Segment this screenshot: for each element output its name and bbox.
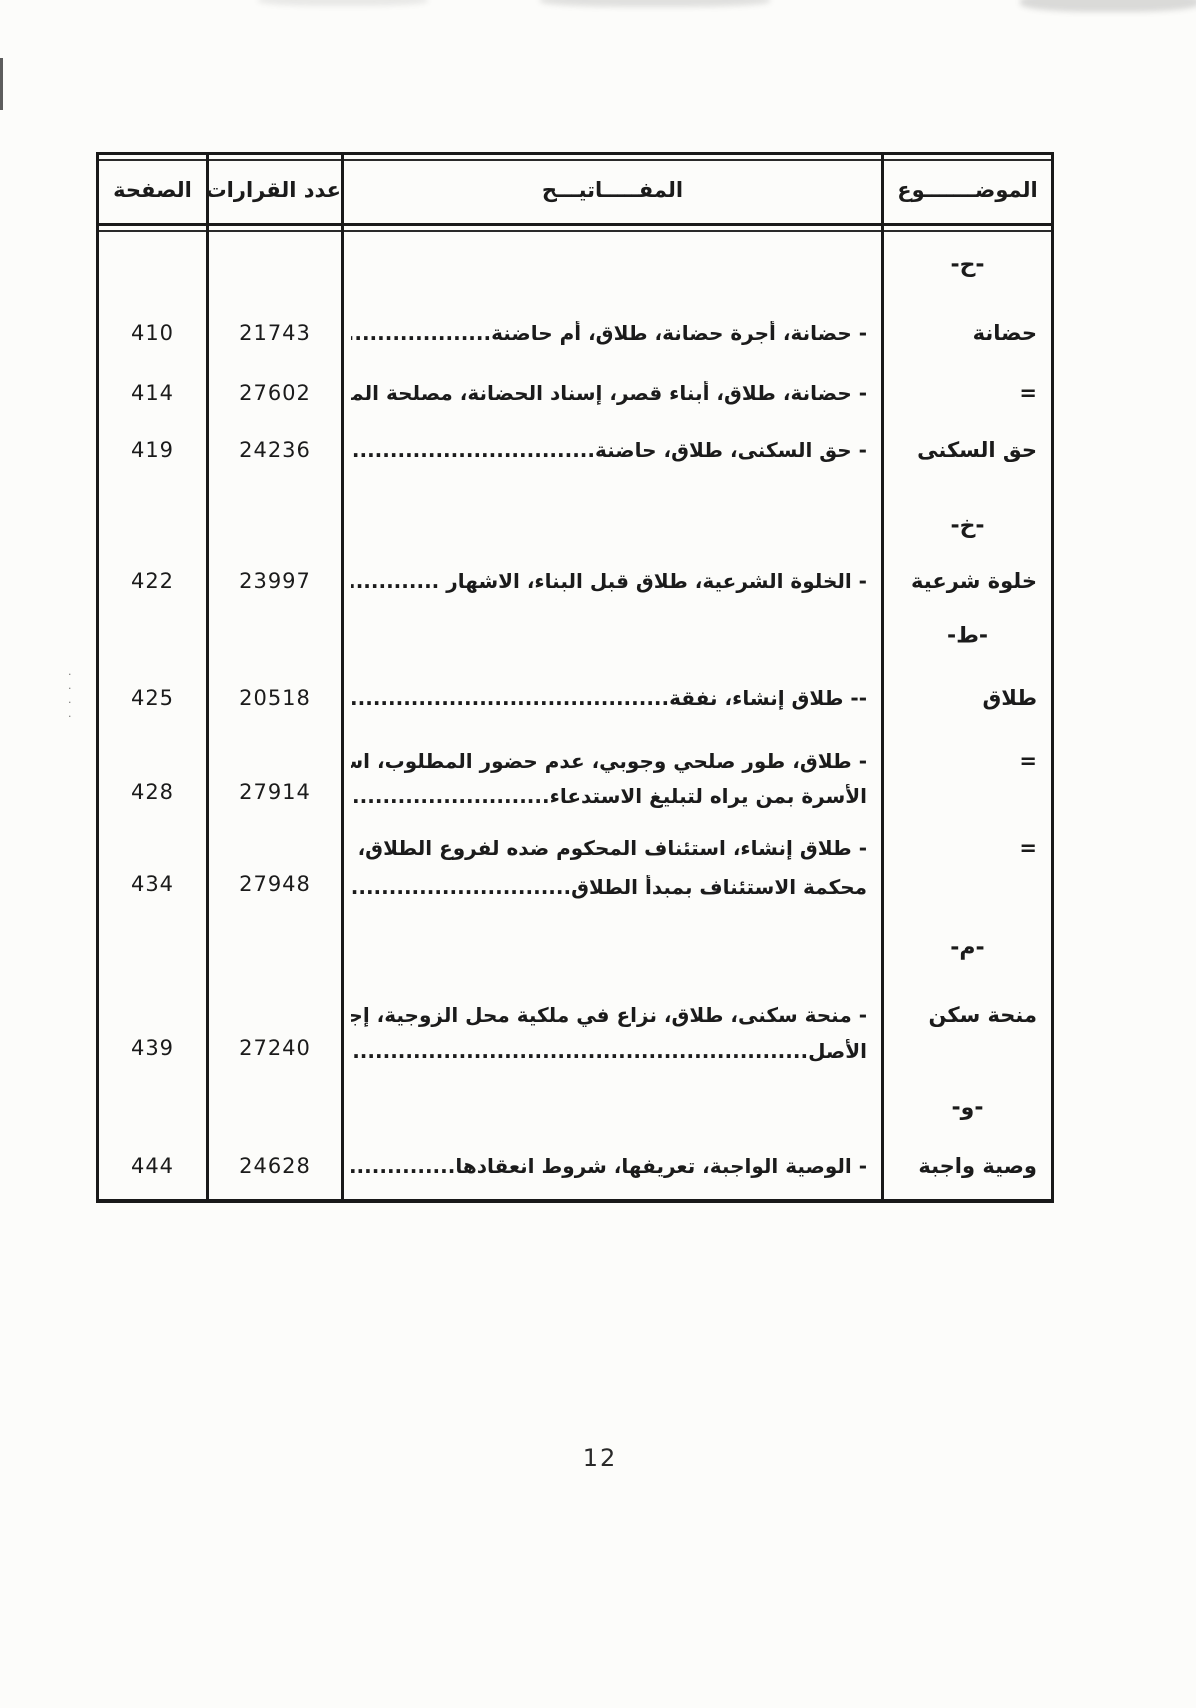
scan-artifact: · · · · [68,668,72,723]
decisions-cell: 27948 [239,872,311,896]
keys-cell: الأسرة بمن يراه لتبليغ الاستدعاء........… [351,784,867,808]
page-cell: 410 [130,321,175,345]
header-subject-column: الموضـــــــوع [897,178,1038,202]
keys-cell: - طلاق إنشاء، استئناف المحكوم ضده لفروع … [351,836,867,860]
column-divider [881,155,884,1199]
keys-cell: - حضانة، طلاق، أبناء قصر، إسناد الحضانة،… [351,381,867,405]
decisions-cell: 24236 [239,438,311,462]
page-cell: 434 [130,872,175,896]
letter-heading: -و- [951,1095,984,1121]
page-cell: 414 [130,381,175,405]
header-keys-column: المفـــــاتيـــح [541,178,684,202]
keys-cell: - الوصية الواجبة، تعريفها، شروط انعقادها… [351,1154,867,1178]
subject-cell: = [1019,749,1037,773]
subject-cell: حضانة [972,321,1037,345]
subject-cell: منحة سكن [928,1003,1037,1027]
page-cell: 425 [130,686,175,710]
subject-cell: طلاق [982,686,1038,710]
subject-cell: وصية واجبة [918,1154,1037,1178]
column-divider [206,155,209,1199]
page-cell: 428 [130,780,175,804]
decisions-cell: 20518 [239,686,311,710]
keys-cell: -- طلاق إنشاء، نفقة.....................… [351,686,867,710]
scan-artifact [1020,0,1196,12]
scan-artifact [540,0,770,7]
letter-heading: -ط- [946,623,989,649]
letter-heading: -خ- [950,513,985,539]
page-cell: 444 [130,1154,175,1178]
page-number: 12 [582,1444,618,1472]
header-underline [99,223,1051,226]
scan-artifact [258,0,428,6]
column-divider [341,155,344,1199]
header-page-column: الصفحة [113,178,192,202]
table-top-rule [99,159,1051,161]
decisions-cell: 27240 [239,1036,311,1060]
scan-artifact [0,58,3,110]
subject-cell: = [1019,836,1037,860]
keys-cell: - الخلوة الشرعية، طلاق قبل البناء، الاشه… [351,569,867,593]
decisions-cell: 23997 [239,569,311,593]
subject-cell: = [1019,381,1037,405]
letter-heading: -م- [950,935,985,961]
header-underline [99,230,1051,232]
letter-heading: -ح- [950,252,985,278]
page-cell: 439 [130,1036,175,1060]
decisions-cell: 21743 [239,321,311,345]
subject-cell: خلوة شرعية [911,569,1037,593]
page-cell: 419 [130,438,175,462]
keys-cell: - طلاق، طور صلحي وجوبي، عدم حضور المطلوب… [351,749,867,773]
decisions-cell: 27914 [239,780,311,804]
decisions-cell: 27602 [239,381,311,405]
header-decisions-column: عدد القرارات [205,178,341,202]
keys-cell: - حق السكنى، طلاق، حاضنة................… [351,438,867,462]
decisions-cell: 24628 [239,1154,311,1178]
page-cell: 422 [130,569,175,593]
keys-cell: - منحة سكنى، طلاق، نزاع في ملكية محل الز… [351,1003,867,1027]
index-table: الصفحة عدد القرارات المفـــــاتيـــح الم… [96,152,1054,1203]
subject-cell: حق السكنى [917,438,1037,462]
keys-cell: الأصل...................................… [351,1039,867,1063]
keys-cell: محكمة الاستئناف بمبدأ الطلاق............… [351,875,867,899]
keys-cell: - حضانة، أجرة حضانة، طلاق، أم حاضنة.....… [351,321,867,345]
